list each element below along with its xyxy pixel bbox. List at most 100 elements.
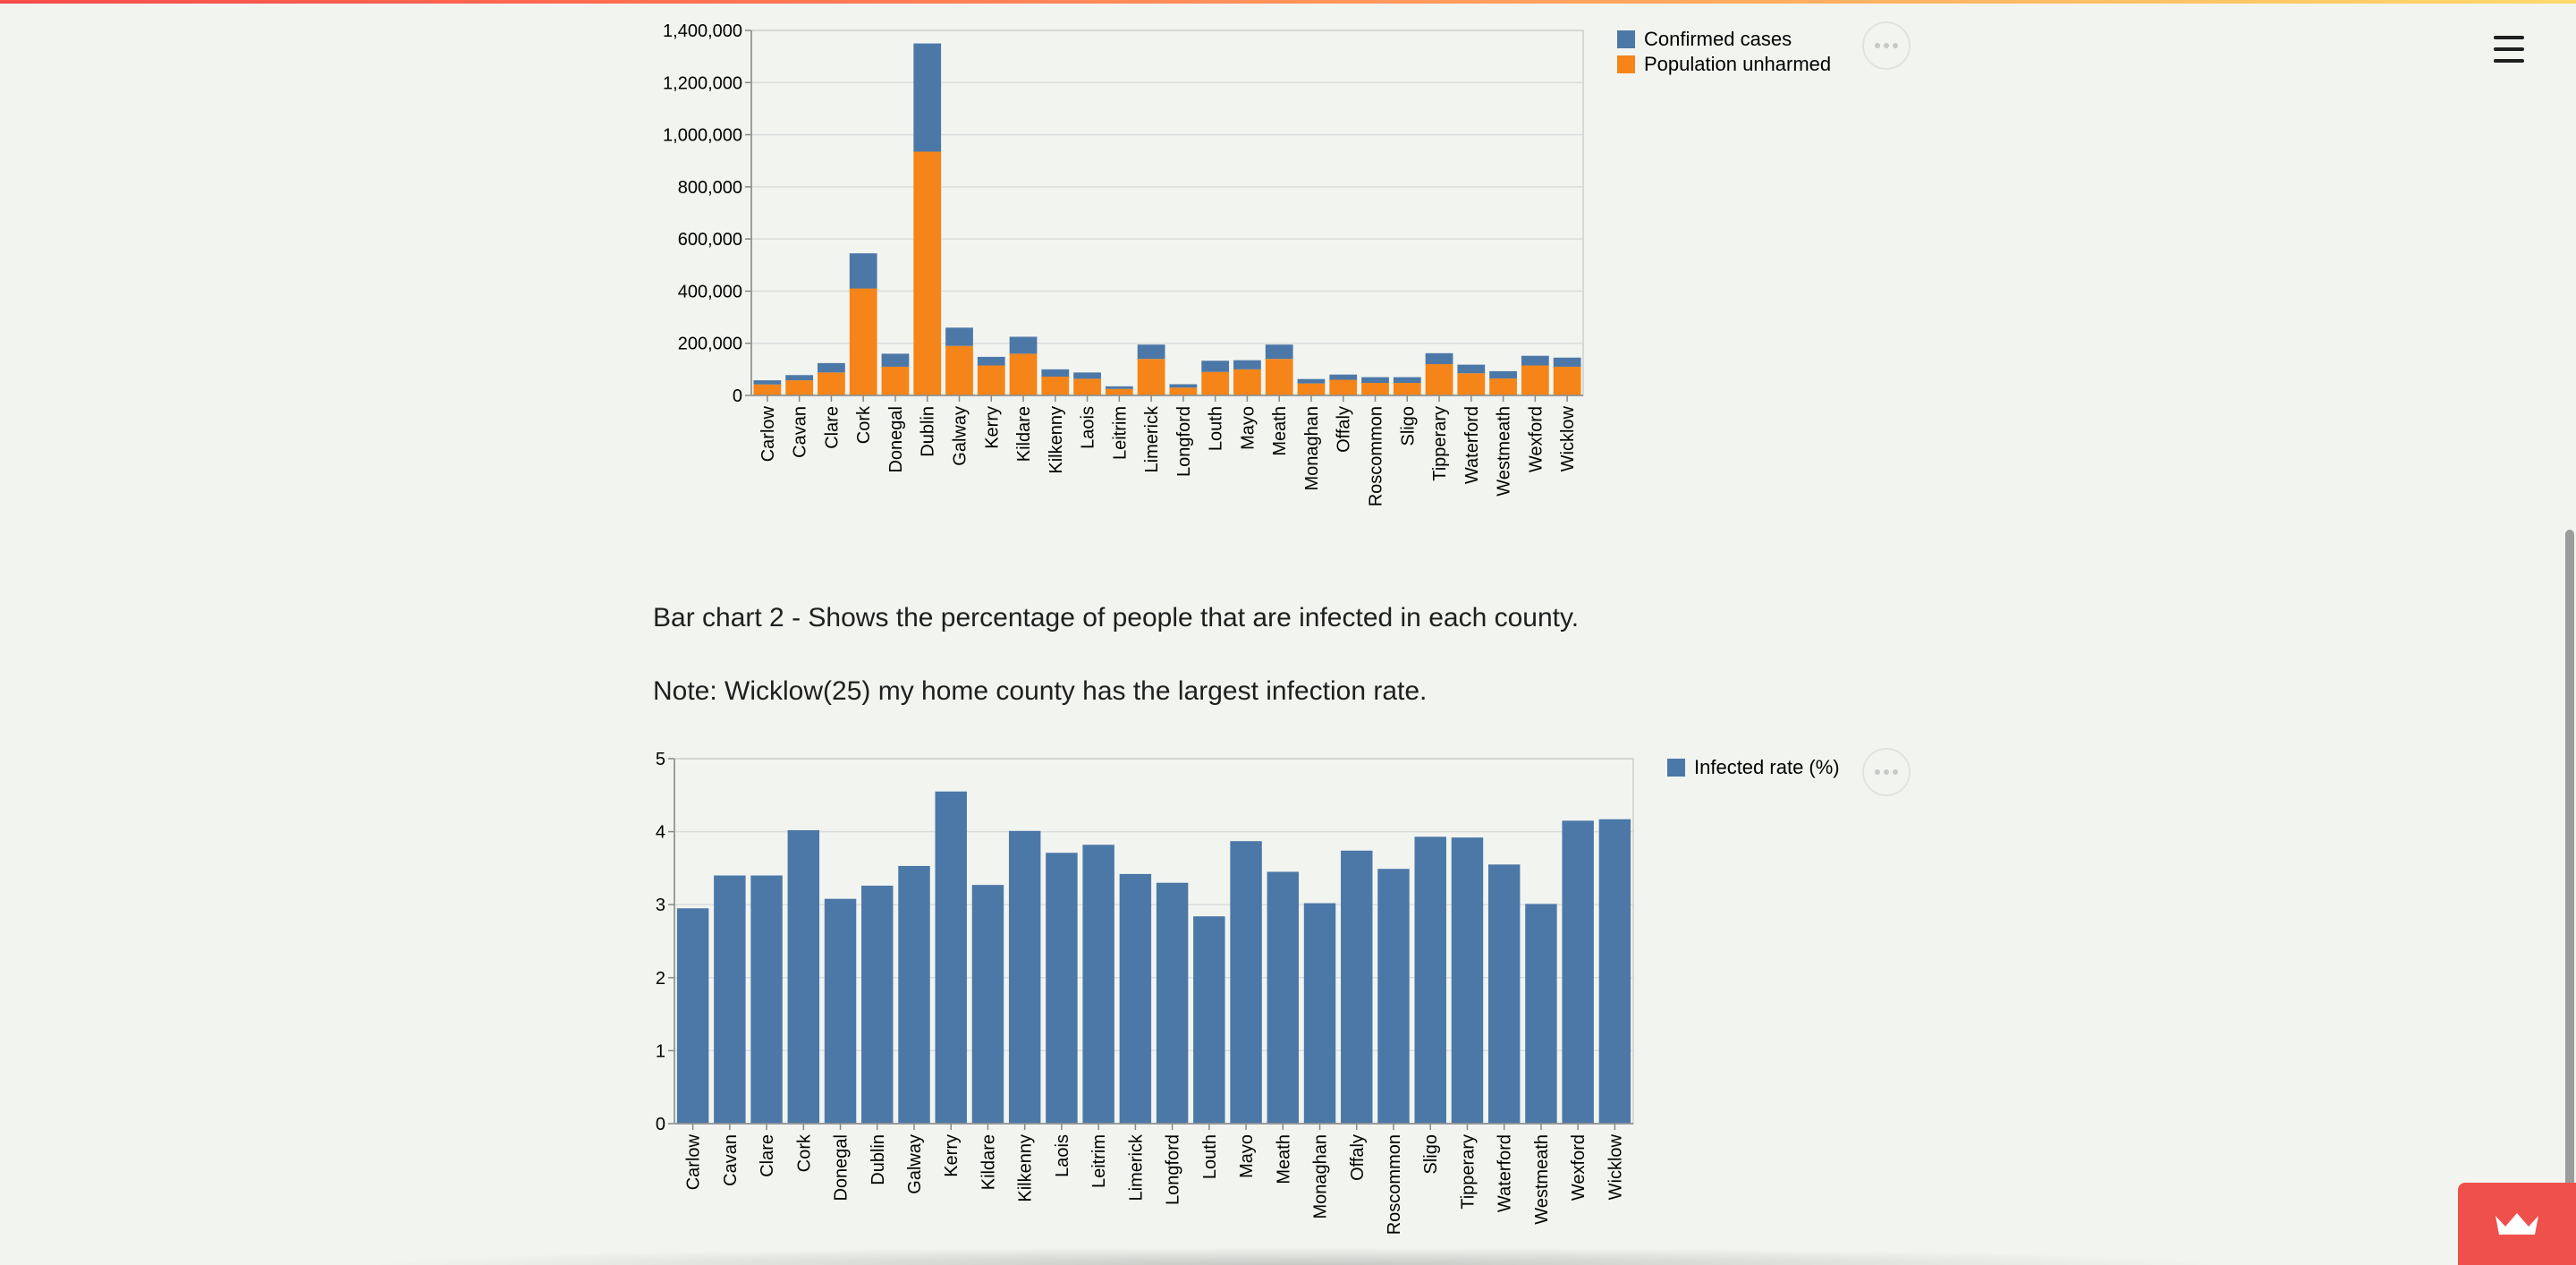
bar: [753, 384, 782, 395]
top-decoration-bar: [0, 0, 2576, 4]
x-tick-label: Carlow: [684, 1133, 704, 1190]
bar: [1341, 850, 1373, 1124]
bar: [1230, 841, 1262, 1124]
bar: [1414, 836, 1446, 1124]
bar: [1137, 359, 1165, 395]
x-tick-label: Galway: [951, 406, 970, 466]
x-tick-label: Tipperary: [1458, 1134, 1478, 1210]
bar: [785, 375, 814, 381]
bar: [849, 253, 877, 289]
dot: [1884, 769, 1889, 775]
x-tick-label: Wicklow: [1606, 1133, 1625, 1200]
x-tick-label: Donegal: [886, 406, 906, 473]
bar: [913, 43, 942, 152]
y-tick-label: 400,000: [678, 282, 742, 301]
bar: [1041, 369, 1070, 378]
y-tick-label: 0: [656, 1115, 665, 1134]
bar: [1521, 365, 1549, 395]
x-tick-label: Limerick: [1126, 1133, 1146, 1201]
bar: [714, 875, 746, 1124]
bar: [1457, 373, 1486, 395]
x-tick-label: Kerry: [942, 1134, 962, 1177]
x-tick-label: Leitrim: [1089, 1134, 1109, 1188]
bar: [1009, 336, 1038, 354]
bar: [1265, 359, 1293, 395]
y-tick-label: 1: [656, 1041, 665, 1061]
x-tick-label: Dublin: [869, 1134, 888, 1185]
bar: [1553, 357, 1581, 367]
bar: [1451, 837, 1484, 1124]
stacked-bar-chart-cases: 0 200,000 400,000 600,000 800,000 1,000,000 1,…: [626, 18, 1923, 531]
bar: [1425, 364, 1453, 395]
bar: [1073, 372, 1101, 379]
menu-line: [2494, 47, 2524, 51]
bar: [1193, 916, 1225, 1124]
main-menu-icon[interactable]: [2494, 36, 2524, 63]
x-tick-label: Meath: [1270, 406, 1290, 456]
chart1-actions-button[interactable]: [1862, 21, 1911, 70]
x-tick-label: Cavan: [791, 406, 810, 458]
x-tick-label: Kerry: [982, 406, 1002, 449]
bar: [935, 791, 967, 1124]
y-tick-label: 0: [733, 386, 742, 406]
x-tick-label: Wexford: [1526, 406, 1546, 472]
y-tick-label: 3: [656, 896, 665, 915]
bar: [1562, 820, 1594, 1124]
x-tick-label: Clare: [758, 1134, 777, 1177]
bar: [1009, 353, 1038, 395]
bar: [1265, 344, 1293, 360]
x-tick-label: Mayo: [1237, 1134, 1257, 1178]
y-tick-label: 800,000: [678, 178, 742, 198]
bar: [1329, 374, 1358, 380]
x-tick-label: Tipperary: [1430, 406, 1450, 481]
bar: [913, 151, 942, 395]
bar: [1487, 864, 1521, 1124]
x-tick-label: Kildare: [1014, 406, 1034, 462]
bar: [1105, 388, 1133, 395]
bar: [1457, 364, 1486, 374]
bar: [1361, 383, 1389, 395]
bar: [676, 908, 709, 1124]
bar: [1156, 882, 1189, 1124]
crown-icon: [2496, 1213, 2538, 1235]
bar: [1297, 383, 1326, 395]
wicklow-note: Note: Wicklow(25) my home county has the…: [653, 676, 1428, 706]
bar: [753, 380, 782, 385]
chart2-description: Bar chart 2 - Shows the percentage of pe…: [653, 603, 1580, 632]
bar: [1105, 386, 1133, 389]
legend-label: Infected rate (%): [1694, 756, 1840, 778]
x-tick-label: Westmeath: [1532, 1134, 1552, 1225]
bar: [750, 875, 783, 1124]
x-tick-label: Waterford: [1496, 1134, 1515, 1212]
x-tick-label: Clare: [822, 406, 842, 449]
x-tick-label: Longford: [1174, 406, 1194, 477]
bar: [1525, 904, 1557, 1124]
hosting-badge[interactable]: [2458, 1183, 2576, 1265]
bar: [1377, 869, 1410, 1124]
y-tick-label: 2: [656, 969, 665, 989]
bar: [881, 366, 910, 395]
y-tick-label: 1,000,000: [663, 126, 742, 146]
menu-line: [2494, 59, 2524, 63]
chart2-actions-button[interactable]: [1862, 748, 1911, 796]
legend-label: Confirmed cases: [1644, 28, 1792, 50]
x-tick-label: Leitrim: [1110, 406, 1130, 460]
bar: [971, 885, 1004, 1124]
dot: [1884, 43, 1889, 48]
bar: [1169, 384, 1198, 388]
x-tick-label: Kilkenny: [1016, 1134, 1036, 1202]
bar: [1233, 369, 1261, 395]
scrollbar-thumb[interactable]: [2565, 530, 2574, 1218]
chart1-svg: 0 200,000 400,000 600,000 800,000 1,000,000 1,…: [663, 21, 1831, 506]
y-tick-label: 200,000: [678, 335, 742, 354]
bar: [1489, 370, 1517, 379]
x-tick-label: Offaly: [1335, 406, 1354, 453]
bar: [945, 345, 973, 395]
bar: [1297, 378, 1326, 384]
x-tick-label: Carlow: [758, 405, 778, 462]
bar: [1041, 377, 1070, 395]
bar: [977, 356, 1005, 366]
x-tick-label: Cork: [854, 405, 874, 444]
x-tick-label: Longford: [1164, 1134, 1183, 1205]
x-tick-label: Kildare: [979, 1134, 998, 1190]
